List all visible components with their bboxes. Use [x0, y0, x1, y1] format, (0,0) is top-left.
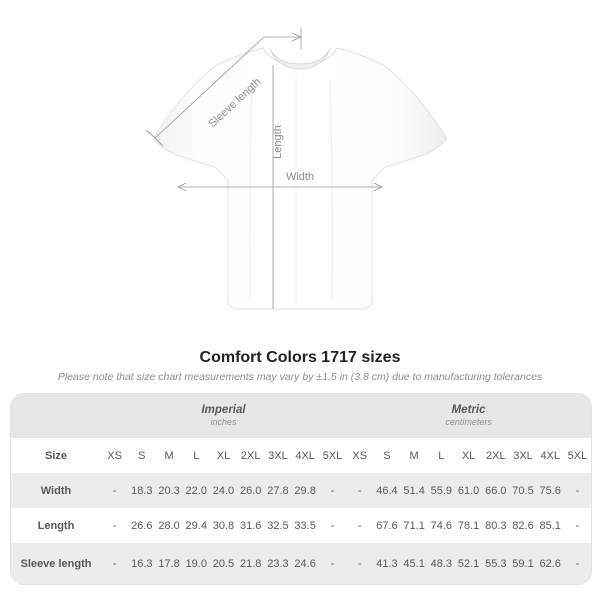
svg-text:Width: Width: [286, 171, 314, 183]
